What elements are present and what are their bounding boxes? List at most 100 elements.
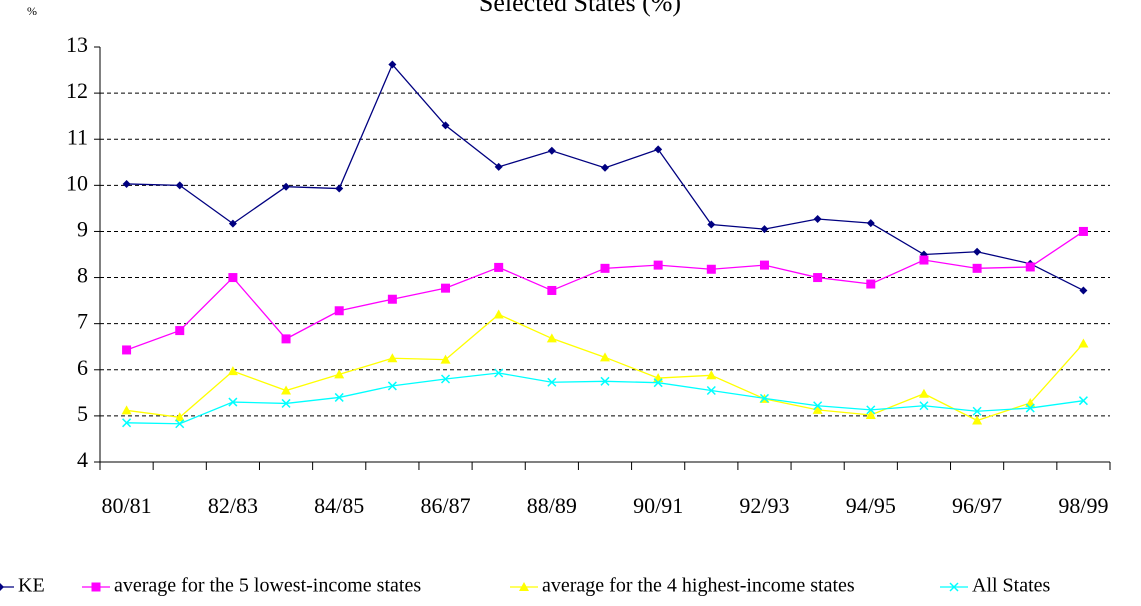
data-point [281,398,291,408]
data-point [334,369,345,379]
data-point [441,283,451,293]
data-point [866,219,875,228]
x-tick-label: 92/93 [739,493,789,518]
series-line [126,313,1084,422]
x-tick-label: 82/83 [208,493,258,518]
data-point [547,377,557,387]
data-point [334,392,344,402]
data-point [1079,286,1088,295]
data-point [759,393,770,403]
data-point [1025,262,1035,272]
data-point [175,326,185,336]
data-point [972,415,983,425]
data-point [387,353,398,363]
data-point [281,334,291,344]
y-tick-label: 9 [77,216,88,241]
legend-label: All States [972,575,1051,597]
x-tick-label: 94/95 [846,493,896,518]
data-point [494,368,504,378]
data-point [1078,226,1088,236]
data-point [228,397,238,407]
x-tick-label: 84/85 [314,493,364,518]
data-point [388,60,397,69]
data-point [600,352,610,362]
legend-marker [0,583,4,591]
data-point [706,385,716,396]
y-axis-label: % [27,4,37,18]
legend-marker [519,582,529,591]
data-point [865,409,876,419]
data-point [600,376,610,386]
legend-item: average for the 4 highest-income states [510,575,855,597]
legend-item: All States [940,575,1051,597]
data-point [973,247,982,256]
data-point [706,264,716,274]
chart-title: Selected States (%) [479,0,681,17]
data-point [387,294,397,304]
y-tick-label: 10 [66,170,88,195]
data-point [335,184,344,193]
data-point [812,404,823,414]
x-tick-label: 98/99 [1058,493,1108,518]
data-point [281,385,292,395]
data-point [706,370,717,380]
data-point [441,121,450,130]
data-point [282,182,291,191]
data-point [175,419,185,429]
data-point [759,260,769,270]
data-point [227,366,238,376]
data-point [919,401,929,411]
data-point [972,406,982,416]
data-point [122,345,132,355]
data-point [866,405,876,415]
x-tick-label: 90/91 [633,493,683,518]
legend-marker [91,582,101,592]
data-point [440,354,451,364]
data-point [440,374,451,384]
data-point [1078,396,1088,406]
data-point [1078,338,1089,348]
data-point [334,306,344,316]
data-point [494,262,504,272]
legend-item: KE [0,575,45,597]
data-point [122,179,131,188]
data-point [174,412,185,422]
y-tick-label: 13 [66,32,88,57]
data-point [121,405,132,415]
legend-marker [949,582,959,592]
y-tick-label: 12 [66,78,88,103]
data-point [228,219,237,228]
data-point [493,309,504,319]
data-point [1025,403,1035,413]
data-point [653,260,663,270]
y-tick-label: 11 [67,124,88,149]
y-tick-label: 5 [77,401,88,426]
x-tick-label: 86/87 [420,493,470,518]
data-point [547,285,557,295]
data-point [813,401,823,411]
data-point [760,225,769,234]
data-point [918,388,929,398]
data-point [972,263,982,273]
legend-label: average for the 5 lowest-income states [114,575,421,597]
data-point [175,181,184,190]
data-point [547,146,556,155]
legend-label: average for the 4 highest-income states [542,575,855,597]
data-point [122,418,132,428]
legend-label: KE [18,575,45,597]
x-tick-label: 80/81 [102,493,152,518]
x-tick-label: 88/89 [527,493,577,518]
data-point [653,378,663,388]
data-point [387,381,397,391]
data-point [866,279,876,289]
y-tick-label: 4 [77,447,88,472]
data-point [813,273,823,283]
legend-item: average for the 5 lowest-income states [82,575,421,597]
data-point [228,273,238,283]
data-point [600,263,610,273]
data-point [494,162,503,171]
y-tick-label: 6 [77,355,88,380]
x-tick-label: 96/97 [952,493,1002,518]
series-line [126,63,1084,292]
